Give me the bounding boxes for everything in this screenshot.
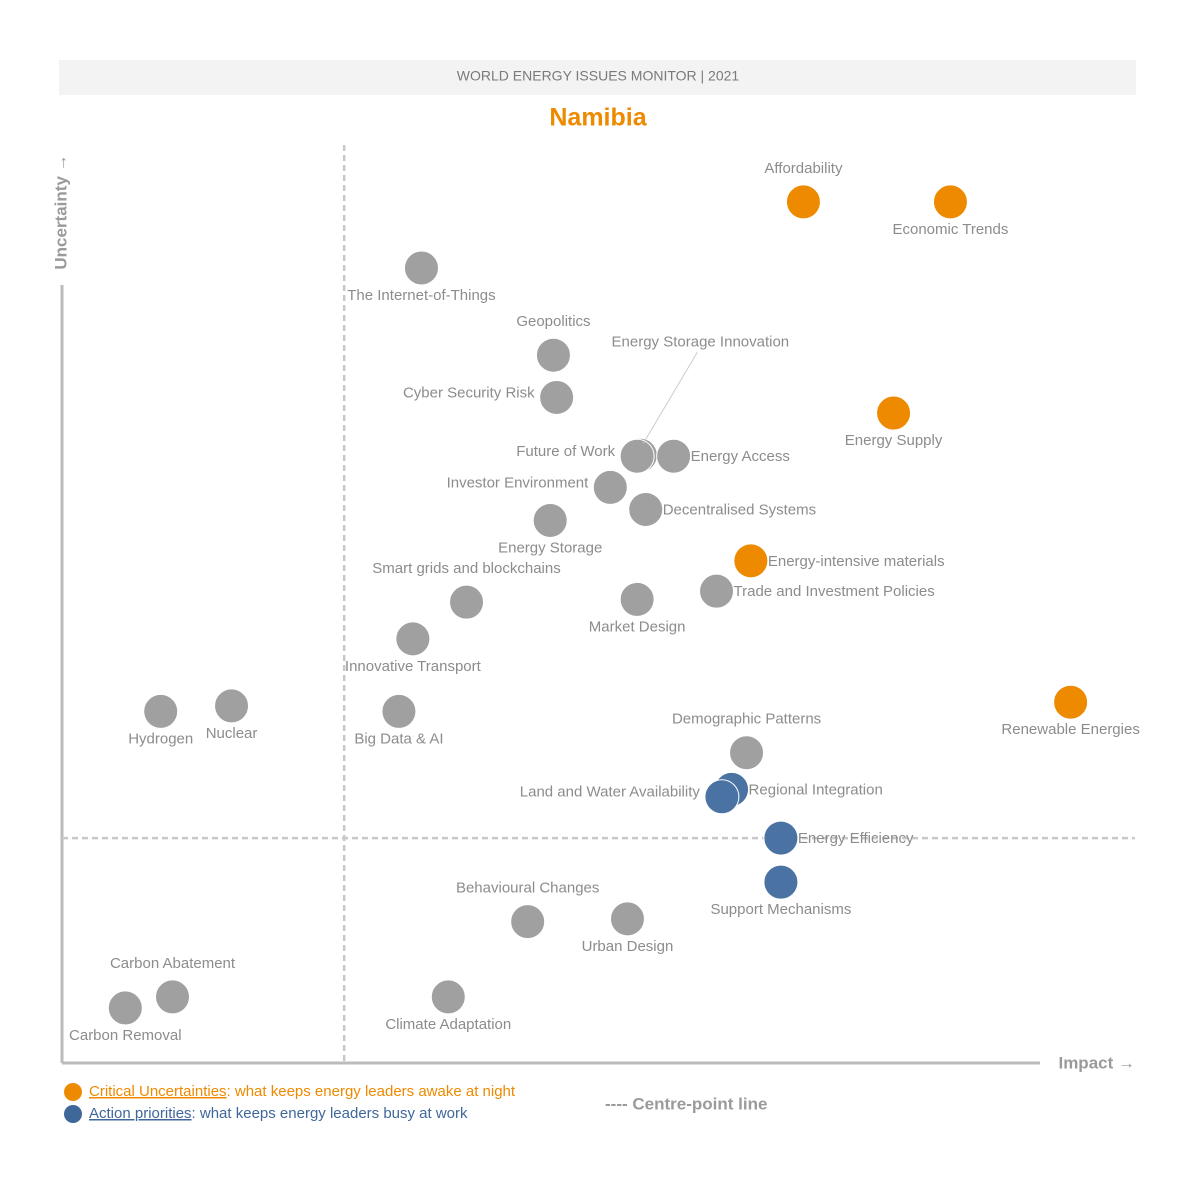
y-axis-label: Uncertainty → xyxy=(51,154,70,269)
point xyxy=(143,693,179,729)
point-label: Trade and Investment Policies xyxy=(734,583,935,600)
point xyxy=(699,573,735,609)
point-label: Affordability xyxy=(764,160,843,177)
point xyxy=(876,395,912,431)
point xyxy=(107,990,143,1026)
legend-marker xyxy=(64,1083,82,1101)
point xyxy=(592,469,628,505)
point xyxy=(656,438,692,474)
point-label: Regional Integration xyxy=(749,781,883,798)
point xyxy=(733,543,769,579)
point-label: Smart grids and blockchains xyxy=(372,560,560,577)
point-label: Cyber Security Risk xyxy=(403,384,535,401)
point-label: Climate Adaptation xyxy=(385,1016,511,1033)
point xyxy=(763,864,799,900)
point xyxy=(704,779,740,815)
point xyxy=(729,735,765,771)
point-label: Energy Supply xyxy=(845,432,943,449)
point-label: Behavioural Changes xyxy=(456,880,599,897)
point-label: Energy Storage xyxy=(498,539,602,556)
legend-name: Critical Uncertainties xyxy=(89,1083,227,1100)
point-label: Carbon Removal xyxy=(69,1027,182,1044)
point-label: Energy Efficiency xyxy=(798,830,914,847)
point-label: Demographic Patterns xyxy=(672,711,821,728)
point-label: Future of Work xyxy=(516,443,615,460)
point-label: Support Mechanisms xyxy=(710,901,851,918)
leader-line xyxy=(642,352,698,444)
point-label: Urban Design xyxy=(582,938,674,955)
point-label: Hydrogen xyxy=(128,730,193,747)
point xyxy=(619,438,655,474)
legend-desc: : what keeps energy leaders busy at work xyxy=(192,1105,468,1122)
legend-marker xyxy=(64,1105,82,1123)
point xyxy=(403,250,439,286)
header-bar xyxy=(59,60,1136,95)
point-label: Big Data & AI xyxy=(354,730,443,747)
point xyxy=(381,693,417,729)
legend-text: Critical Uncertainties: what keeps energ… xyxy=(89,1083,516,1100)
chart-title: Namibia xyxy=(549,104,647,132)
point-label: Carbon Abatement xyxy=(110,955,236,972)
point xyxy=(609,901,645,937)
point-label: Energy Storage Innovation xyxy=(612,333,790,350)
point xyxy=(619,581,655,617)
point xyxy=(785,184,821,220)
point xyxy=(535,337,571,373)
point-label: Decentralised Systems xyxy=(663,501,816,518)
point-label: Energy Access xyxy=(691,448,790,465)
point-label: Geopolitics xyxy=(516,313,590,330)
point xyxy=(532,502,568,538)
point-label: The Internet-of-Things xyxy=(347,287,495,304)
legend-name: Action priorities xyxy=(89,1105,192,1122)
point xyxy=(628,491,664,527)
point xyxy=(510,904,546,940)
centre-label: ---- Centre-point line xyxy=(605,1094,767,1113)
point-label: Land and Water Availability xyxy=(520,784,701,801)
point-label: Nuclear xyxy=(206,725,258,742)
legend-desc: : what keeps energy leaders awake at nig… xyxy=(227,1083,516,1100)
point xyxy=(214,688,250,724)
point xyxy=(763,820,799,856)
point-label: Renewable Energies xyxy=(1001,721,1139,738)
point xyxy=(539,379,575,415)
point-label: Economic Trends xyxy=(892,221,1008,238)
point xyxy=(1053,684,1089,720)
point xyxy=(155,979,191,1015)
x-axis-label: Impact → xyxy=(1058,1053,1135,1072)
legend-text: Action priorities: what keeps energy lea… xyxy=(89,1105,468,1122)
point-label: Investor Environment xyxy=(447,474,590,491)
point-label: Innovative Transport xyxy=(345,658,482,675)
point-label: Market Design xyxy=(589,618,686,635)
point xyxy=(932,184,968,220)
point xyxy=(430,979,466,1015)
point-label: Energy-intensive materials xyxy=(768,553,945,570)
point xyxy=(449,584,485,620)
header: WORLD ENERGY ISSUES MONITOR | 2021 xyxy=(457,68,740,84)
point xyxy=(395,621,431,657)
